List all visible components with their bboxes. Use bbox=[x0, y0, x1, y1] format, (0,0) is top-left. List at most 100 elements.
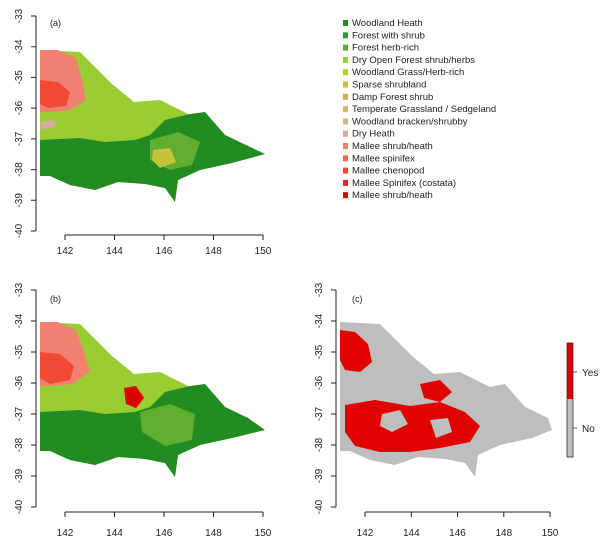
y-tick-label: -33 bbox=[14, 282, 25, 297]
panel-a-label: (a) bbox=[50, 18, 61, 28]
legend-label: Dry Open Forest shrub/herbs bbox=[352, 55, 475, 66]
no-hole-c bbox=[430, 418, 452, 438]
mallee-red-b bbox=[124, 386, 144, 408]
mallee-core-a bbox=[40, 80, 70, 108]
x-tick-label: 144 bbox=[106, 246, 123, 257]
panel-c-map bbox=[340, 322, 552, 477]
legend-swatch bbox=[343, 93, 348, 100]
legend-swatch bbox=[343, 56, 348, 63]
sparse-shrub-a bbox=[152, 148, 176, 168]
y-axis-b bbox=[31, 289, 37, 508]
legend-no-label: No bbox=[582, 424, 595, 435]
victoria-base-c bbox=[340, 322, 552, 477]
y-tick-label: -40 bbox=[314, 499, 325, 514]
panel-a-map bbox=[40, 50, 265, 202]
x-tick-label: 142 bbox=[357, 528, 374, 539]
legend-swatch bbox=[343, 179, 348, 186]
y-tick-label: -34 bbox=[14, 39, 25, 54]
y-tick-label: -36 bbox=[14, 375, 25, 390]
x-tick-label: 150 bbox=[255, 246, 272, 257]
change-legend: Yes No bbox=[566, 342, 598, 458]
x-tick-label: 144 bbox=[403, 528, 420, 539]
legend-swatch bbox=[343, 130, 348, 137]
dry-heath-a bbox=[40, 120, 56, 130]
y-tick-labels-a: -33 -34 -35 -36 -37 -38 -39 -40 bbox=[14, 8, 25, 238]
x-tick-label: 146 bbox=[156, 528, 173, 539]
legend-label: Mallee chenopod bbox=[352, 166, 424, 177]
forest-herb-b bbox=[140, 404, 195, 446]
legend-label: Woodland bracken/shrubby bbox=[352, 116, 468, 127]
x-tick-label: 150 bbox=[255, 528, 272, 539]
legend-swatch bbox=[343, 69, 348, 76]
y-tick-label: -38 bbox=[14, 437, 25, 452]
y-axis-a bbox=[31, 15, 37, 232]
panel-c-label: (c) bbox=[352, 294, 363, 304]
x-tick-labels-a: 142 144 146 148 150 bbox=[57, 246, 272, 257]
x-tick-label: 148 bbox=[205, 246, 222, 257]
x-tick-label: 142 bbox=[57, 246, 74, 257]
y-tick-label: -38 bbox=[314, 437, 325, 452]
change-yes-areas bbox=[340, 330, 480, 452]
legend-label: Damp Forest shrub bbox=[352, 92, 433, 103]
legend-swatch bbox=[343, 118, 348, 125]
legend-label: Temperate Grassland / Sedgeland bbox=[352, 104, 496, 115]
y-tick-labels-c: -33 -34 -35 -36 -37 -38 -39 -40 bbox=[314, 282, 325, 514]
legend-yes-label: Yes bbox=[582, 368, 598, 379]
legend-swatch bbox=[343, 143, 348, 149]
x-tick-label: 148 bbox=[495, 528, 512, 539]
x-tick-label: 146 bbox=[156, 246, 173, 257]
x-axis-c bbox=[364, 511, 551, 517]
x-tick-label: 150 bbox=[542, 528, 559, 539]
legend-label: Mallee Spinifex (costata) bbox=[352, 178, 456, 189]
legend-swatch bbox=[343, 106, 348, 113]
x-axis-a bbox=[64, 234, 264, 240]
y-tick-label: -39 bbox=[14, 468, 25, 483]
y-tick-label: -37 bbox=[14, 131, 25, 146]
panel-b-map bbox=[40, 322, 265, 477]
legend-label: Forest herb-rich bbox=[352, 43, 419, 54]
legend-swatch bbox=[343, 155, 348, 162]
y-tick-label: -37 bbox=[314, 406, 325, 421]
y-tick-label: -40 bbox=[14, 499, 25, 514]
no-hole-c bbox=[380, 410, 408, 432]
y-tick-label: -40 bbox=[14, 223, 25, 238]
legend-label: Woodland Grass/Herb-rich bbox=[352, 67, 464, 78]
y-tick-label: -36 bbox=[14, 100, 25, 115]
x-tick-labels-b: 142 144 146 148 150 bbox=[57, 528, 272, 539]
legend-label: Mallee spinifex bbox=[352, 153, 415, 164]
x-tick-labels-c: 142 144 146 148 150 bbox=[357, 528, 559, 539]
legend-label: Forest with shrub bbox=[352, 30, 425, 41]
y-tick-label: -39 bbox=[314, 468, 325, 483]
legend-label: Mallee shrub/heath bbox=[352, 190, 433, 201]
legend-no-swatch bbox=[567, 399, 573, 457]
legend-swatch bbox=[343, 167, 348, 174]
y-tick-label: -36 bbox=[314, 375, 325, 390]
y-tick-label: -35 bbox=[14, 344, 25, 359]
x-tick-label: 148 bbox=[205, 528, 222, 539]
legend-yes-swatch bbox=[567, 343, 573, 399]
legend-swatch bbox=[343, 20, 348, 26]
mallee-core-b bbox=[40, 352, 74, 384]
legend-bar-frame bbox=[566, 342, 574, 458]
x-axis-b bbox=[64, 511, 264, 517]
y-tick-label: -35 bbox=[14, 70, 25, 85]
y-tick-label: -34 bbox=[314, 313, 325, 328]
y-tick-label: -35 bbox=[314, 344, 325, 359]
y-axis-c bbox=[331, 289, 337, 508]
x-tick-label: 144 bbox=[106, 528, 123, 539]
panel-c: (c) -33 -34 -35 -36 -37 -38 -39 -40 142 … bbox=[314, 282, 559, 539]
panel-b-label: (b) bbox=[50, 294, 61, 304]
y-tick-labels-b: -33 -34 -35 -36 -37 -38 -39 -40 bbox=[14, 282, 25, 514]
legend-label: Woodland Heath bbox=[352, 18, 423, 29]
legend-label: Mallee shrub/heath bbox=[352, 141, 433, 152]
change-no-holes bbox=[380, 410, 452, 438]
x-tick-label: 142 bbox=[57, 528, 74, 539]
panel-b: (b) -33 -34 -35 -36 -37 -38 -39 -40 142 … bbox=[14, 282, 272, 539]
y-tick-label: -33 bbox=[314, 282, 325, 297]
y-tick-label: -38 bbox=[14, 162, 25, 177]
legend-label: Sparse shrubland bbox=[352, 80, 426, 91]
y-tick-label: -37 bbox=[14, 406, 25, 421]
change-patch-c bbox=[420, 380, 452, 402]
